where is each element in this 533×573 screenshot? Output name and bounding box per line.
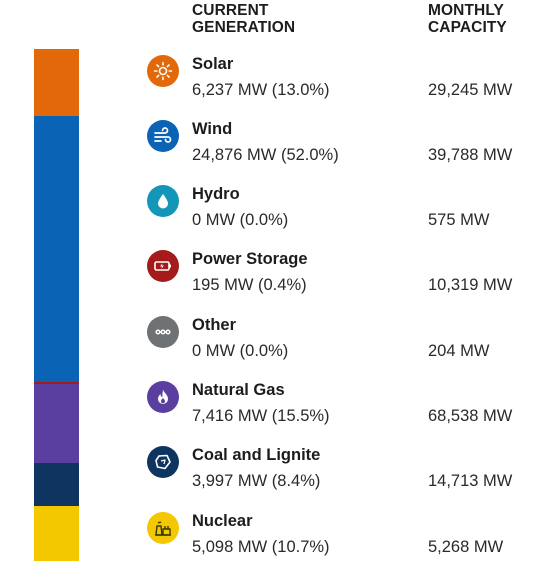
source-row-solar[interactable]: Solar 6,237 MW (13.0%) 29,245 MW — [0, 55, 533, 115]
source-row-wind[interactable]: Wind 24,876 MW (52.0%) 39,788 MW — [0, 120, 533, 180]
battery-icon — [147, 250, 179, 282]
source-name: Solar — [192, 55, 234, 73]
current-generation-value: 195 MW (0.4%) — [192, 276, 307, 294]
monthly-capacity-value: 5,268 MW — [428, 538, 504, 556]
source-name: Power Storage — [192, 250, 308, 268]
bar-segment-natural-gas — [34, 383, 79, 464]
current-generation-value: 0 MW (0.0%) — [192, 342, 289, 360]
source-name: Hydro — [192, 185, 240, 203]
bar-segment-solar — [34, 49, 79, 116]
monthly-capacity-value: 68,538 MW — [428, 407, 513, 425]
current-generation-value: 24,876 MW (52.0%) — [192, 146, 339, 164]
water-drop-icon — [147, 185, 179, 217]
bar-segment-nuclear — [34, 506, 79, 561]
source-row-hydro[interactable]: Hydro 0 MW (0.0%) 575 MW — [0, 185, 533, 245]
current-generation-value: 5,098 MW (10.7%) — [192, 538, 330, 556]
monthly-capacity-value: 204 MW — [428, 342, 490, 360]
header-line: CAPACITY — [428, 19, 507, 36]
source-row-coal-and-lignite[interactable]: Coal and Lignite 3,997 MW (8.4%) 14,713 … — [0, 446, 533, 506]
bar-segment-power-storage — [34, 381, 79, 384]
generation-stacked-bar — [34, 49, 79, 561]
current-generation-value: 6,237 MW (13.0%) — [192, 81, 330, 99]
monthly-capacity-header: MONTHLY CAPACITY — [428, 2, 507, 36]
source-row-natural-gas[interactable]: Natural Gas 7,416 MW (15.5%) 68,538 MW — [0, 381, 533, 441]
ellipsis-icon — [147, 316, 179, 348]
source-name: Natural Gas — [192, 381, 285, 399]
current-generation-value: 7,416 MW (15.5%) — [192, 407, 330, 425]
source-row-other[interactable]: Other 0 MW (0.0%) 204 MW — [0, 316, 533, 376]
current-generation-header: CURRENT GENERATION — [192, 2, 295, 36]
header-line: CURRENT — [192, 2, 269, 19]
current-generation-value: 0 MW (0.0%) — [192, 211, 289, 229]
monthly-capacity-value: 14,713 MW — [428, 472, 513, 490]
coal-icon — [147, 446, 179, 478]
header-line: GENERATION — [192, 19, 296, 36]
source-row-power-storage[interactable]: Power Storage 195 MW (0.4%) 10,319 MW — [0, 250, 533, 310]
flame-icon — [147, 381, 179, 413]
wind-icon — [147, 120, 179, 152]
monthly-capacity-value: 575 MW — [428, 211, 490, 229]
bar-segment-wind — [34, 115, 79, 382]
source-name: Wind — [192, 120, 233, 138]
monthly-capacity-value: 29,245 MW — [428, 81, 513, 99]
source-name: Nuclear — [192, 512, 253, 530]
source-row-nuclear[interactable]: Nuclear 5,098 MW (10.7%) 5,268 MW — [0, 512, 533, 572]
bar-segment-coal-and-lignite — [34, 463, 79, 507]
source-name: Coal and Lignite — [192, 446, 321, 464]
sun-icon — [147, 55, 179, 87]
monthly-capacity-value: 10,319 MW — [428, 276, 513, 294]
monthly-capacity-value: 39,788 MW — [428, 146, 513, 164]
current-generation-value: 3,997 MW (8.4%) — [192, 472, 321, 490]
source-name: Other — [192, 316, 237, 334]
nuclear-plant-icon — [147, 512, 179, 544]
header-line: MONTHLY — [428, 2, 504, 19]
